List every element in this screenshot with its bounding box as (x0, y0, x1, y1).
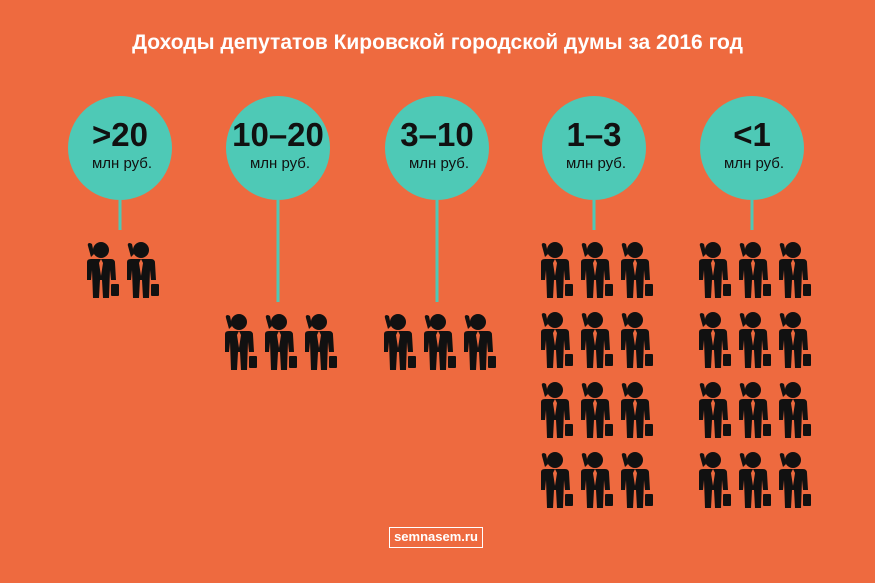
businessman-icon (739, 452, 771, 508)
businessman-icon (541, 382, 573, 438)
category-bubble (68, 96, 172, 200)
businessman-icon (541, 242, 573, 298)
businessman-icon (127, 242, 159, 298)
businessman-icon (779, 312, 811, 368)
businessman-icon (739, 382, 771, 438)
businessman-icon (621, 312, 653, 368)
businessman-icon (739, 242, 771, 298)
category-group: 3–10 млн руб. (384, 96, 496, 370)
category-group: <1 млн руб. (699, 96, 811, 508)
businessman-icon (305, 314, 337, 370)
category-group: 10–20 млн руб. (225, 96, 337, 370)
businessman-icon (779, 242, 811, 298)
category-label: 10–20 (232, 116, 324, 153)
businessman-icon (779, 452, 811, 508)
businessman-icon (699, 242, 731, 298)
businessman-icon (87, 242, 119, 298)
businessman-icon (699, 452, 731, 508)
watermark: semnasem.ru (389, 527, 483, 548)
businessman-icon (699, 312, 731, 368)
unit-label: млн руб. (566, 155, 626, 172)
category-group: 1–3 млн руб. (541, 96, 653, 508)
category-label: 1–3 (566, 116, 621, 153)
businessman-icon (739, 312, 771, 368)
category-bubble (542, 96, 646, 200)
businessman-icon (424, 314, 456, 370)
chart-title: Доходы депутатов Кировской городской дум… (132, 31, 743, 54)
businessman-icon (621, 382, 653, 438)
category-group: >20 млн руб. (68, 96, 172, 298)
category-label: >20 (92, 116, 148, 153)
unit-label: млн руб. (92, 155, 152, 172)
businessman-icon (581, 312, 613, 368)
businessman-icon (699, 382, 731, 438)
businessman-icon (541, 312, 573, 368)
category-bubble (700, 96, 804, 200)
businessman-icon (621, 452, 653, 508)
businessman-icon (621, 242, 653, 298)
unit-label: млн руб. (724, 155, 784, 172)
category-label: <1 (733, 116, 771, 153)
businessman-icon (384, 314, 416, 370)
businessman-icon (265, 314, 297, 370)
category-bubble (385, 96, 489, 200)
businessman-icon (779, 382, 811, 438)
unit-label: млн руб. (409, 155, 469, 172)
businessman-icon (225, 314, 257, 370)
businessman-icon (581, 242, 613, 298)
businessman-icon (541, 452, 573, 508)
businessman-icon (464, 314, 496, 370)
businessman-icon (581, 382, 613, 438)
businessman-icon (581, 452, 613, 508)
category-bubble (226, 96, 330, 200)
unit-label: млн руб. (250, 155, 310, 172)
category-label: 3–10 (400, 116, 473, 153)
